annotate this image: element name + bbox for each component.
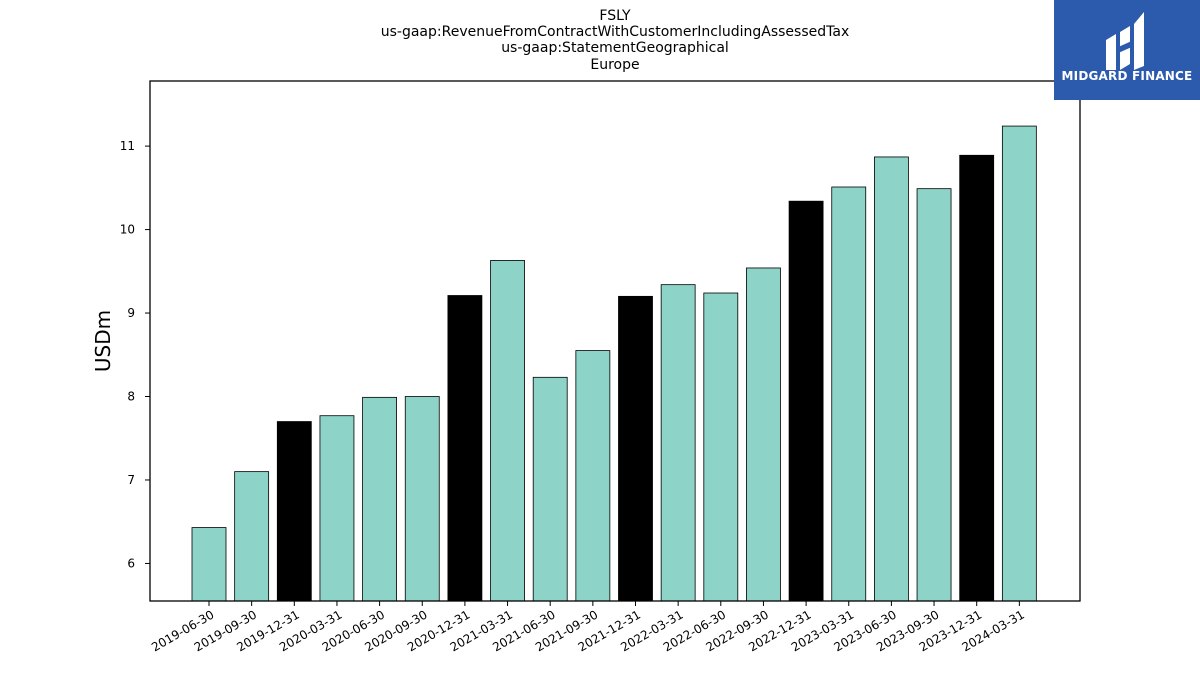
y-axis-ticks: 6 7 8 9 10 11	[120, 139, 150, 570]
bar-2020-09-30	[404, 396, 440, 602]
bar-2020-12-31	[447, 295, 483, 602]
chart-title-line-3: us-gaap:StatementGeographical	[501, 40, 729, 56]
bar-2019-06-30	[191, 527, 227, 602]
bar-2022-03-31	[660, 284, 696, 602]
bar-2023-12-31	[959, 154, 995, 602]
chart-title-line-2: us-gaap:RevenueFromContractWithCustomerI…	[380, 24, 850, 40]
bar-2020-03-31	[319, 415, 355, 602]
logo-text: MIDGARD FINANCE	[1061, 69, 1193, 83]
bar-2022-12-31	[788, 200, 824, 602]
bar-2020-06-30	[362, 396, 398, 602]
chart-title-line-1: FSLY	[599, 8, 631, 24]
bar-2019-09-30	[234, 471, 270, 602]
bar-2021-09-30	[575, 350, 611, 602]
y-tick-label: 9	[127, 306, 135, 320]
y-tick-label: 6	[127, 556, 135, 570]
plot-frame	[149, 80, 1081, 602]
y-tick-label: 7	[127, 473, 135, 487]
bar-2022-06-30	[703, 292, 739, 602]
bar-2021-03-31	[490, 260, 525, 602]
bar-2023-09-30	[916, 188, 952, 602]
chart-title-line-4: Europe	[590, 57, 640, 73]
y-axis-label: USDm	[91, 310, 115, 372]
bar-2021-06-30	[532, 376, 568, 602]
bar-2024-03-31	[1001, 125, 1037, 602]
bar-2021-12-31	[618, 295, 653, 602]
bar-2023-06-30	[874, 156, 909, 602]
logo-badge: MIDGARD FINANCE	[1054, 0, 1200, 100]
y-tick-label: 8	[127, 390, 135, 404]
x-axis-ticks: 2019-06-302019-09-302019-12-312020-03-31…	[149, 601, 1027, 654]
midgard-finance-logo-icon	[1106, 12, 1144, 70]
bar-2022-09-30	[746, 267, 781, 602]
bar-2023-03-31	[831, 186, 867, 602]
bars-group	[191, 125, 1037, 602]
y-tick-label: 10	[120, 223, 135, 237]
y-tick-label: 11	[120, 139, 135, 153]
bar-2019-12-31	[276, 421, 312, 602]
